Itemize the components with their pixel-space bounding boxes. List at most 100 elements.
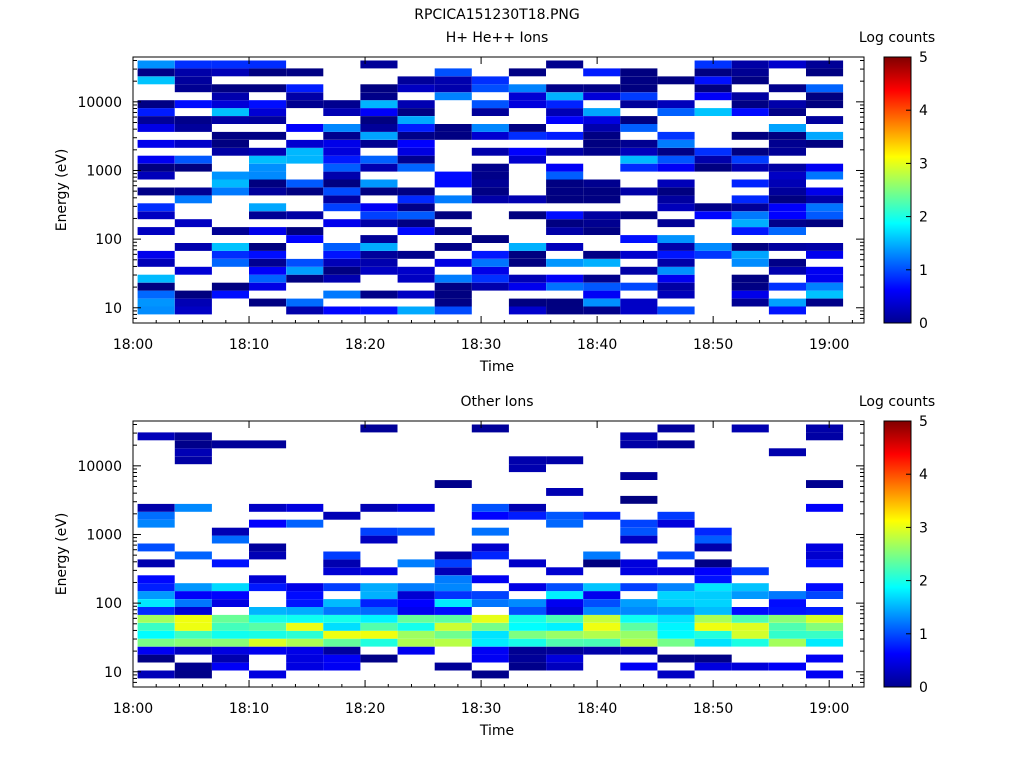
heatmap-cell [508,274,546,283]
heatmap-cell [471,171,509,180]
heatmap-cell [508,131,546,140]
heatmap-cell [174,638,212,647]
heatmap-cell [471,163,509,172]
heatmap-cell [137,155,175,164]
heatmap-cell [323,274,361,283]
heatmap-cell [137,139,175,148]
heatmap-cell [508,124,546,132]
heatmap-cell [694,60,732,69]
heatmap-cell [806,282,844,291]
heatmap-cell [546,163,584,172]
heatmap-cell [768,614,806,623]
heatmap-cell [249,108,287,116]
heatmap-cell [360,567,398,576]
heatmap-cell [174,583,212,592]
heatmap-cell [286,630,324,639]
heatmap-cell [694,654,732,663]
heatmap-cell [137,591,175,599]
heatmap-cell [806,195,844,204]
heatmap-cell [397,290,435,299]
heatmap-cell [620,235,658,243]
y-tick-label: 1000 [86,163,122,179]
heatmap-cell [731,250,769,259]
heatmap-cell [397,203,435,212]
heatmap-cell [583,646,621,655]
heatmap-cell [768,147,806,156]
heatmap-cell [434,638,472,647]
heatmap-cell [657,599,695,607]
heatmap-cell [360,219,398,228]
heatmap-cell [806,187,844,196]
heatmap-cell [620,139,658,148]
heatmap-cell [397,124,435,132]
heatmap-cell [657,155,695,164]
heatmap-cell [360,163,398,172]
x-tick-label: 18:30 [461,701,501,717]
heatmap-cell [768,84,806,93]
heatmap-cell [174,76,212,85]
heatmap-cell [806,274,844,283]
heatmap-cell [471,527,509,536]
heatmap-cell [137,511,175,520]
heatmap-cell [360,235,398,243]
heatmap-cell [249,575,287,584]
heatmap-cell [731,424,769,433]
heatmap-cell [546,646,584,655]
heatmap-cell [360,630,398,639]
heatmap-cell [768,131,806,140]
heatmap-cell [211,147,249,156]
heatmap-cell [806,607,844,615]
heatmap-cell [471,282,509,291]
heatmap-cell [620,495,658,504]
heatmap-cell [249,171,287,180]
heatmap-cell [694,527,732,536]
heatmap-cell [806,654,844,663]
heatmap-cell [583,559,621,568]
x-tick-label: 18:20 [345,701,385,717]
heatmap-cell [546,583,584,592]
heatmap-cell [731,92,769,101]
heatmap-cell [286,607,324,615]
heatmap-cell [137,211,175,220]
heatmap-cell [137,274,175,283]
heatmap-cell [434,171,472,180]
heatmap-cell [137,654,175,663]
heatmap-cell [249,203,287,212]
heatmap-cell [434,76,472,85]
heatmap-cell [434,211,472,220]
heatmap-cell [583,92,621,101]
heatmap-cell [397,527,435,536]
heatmap-cell [657,282,695,291]
heatmap-cell [211,116,249,124]
heatmap-cell [508,84,546,93]
heatmap-cell [508,211,546,220]
heatmap-cell [360,108,398,116]
heatmap-cell [360,306,398,315]
heatmap-cell [471,124,509,132]
y-tick-label: 10000 [77,95,122,111]
heatmap-cell [546,614,584,623]
y-axis-label: Energy (eV) [54,149,70,232]
x-tick-label: 18:10 [229,701,269,717]
heatmap-cell [620,472,658,480]
heatmap-cell [583,274,621,283]
heatmap-cell [286,503,324,512]
heatmap-cell [397,131,435,140]
heatmap-cell [249,60,287,69]
heatmap-cell [731,607,769,615]
heatmap-cell [620,638,658,647]
heatmap-cell [508,258,546,267]
heatmap-cell [360,654,398,663]
heatmap-cell [174,599,212,607]
heatmap-cell [731,100,769,109]
heatmap-cell [286,622,324,631]
heatmap-cell [657,203,695,212]
heatmap-cell [657,219,695,228]
heatmap-cell [286,654,324,663]
heatmap-cell [546,274,584,283]
heatmap-cell [731,155,769,164]
heatmap-cell [471,654,509,663]
heatmap-cell [583,68,621,77]
heatmap-cell [657,100,695,109]
heatmap-cell [731,131,769,140]
